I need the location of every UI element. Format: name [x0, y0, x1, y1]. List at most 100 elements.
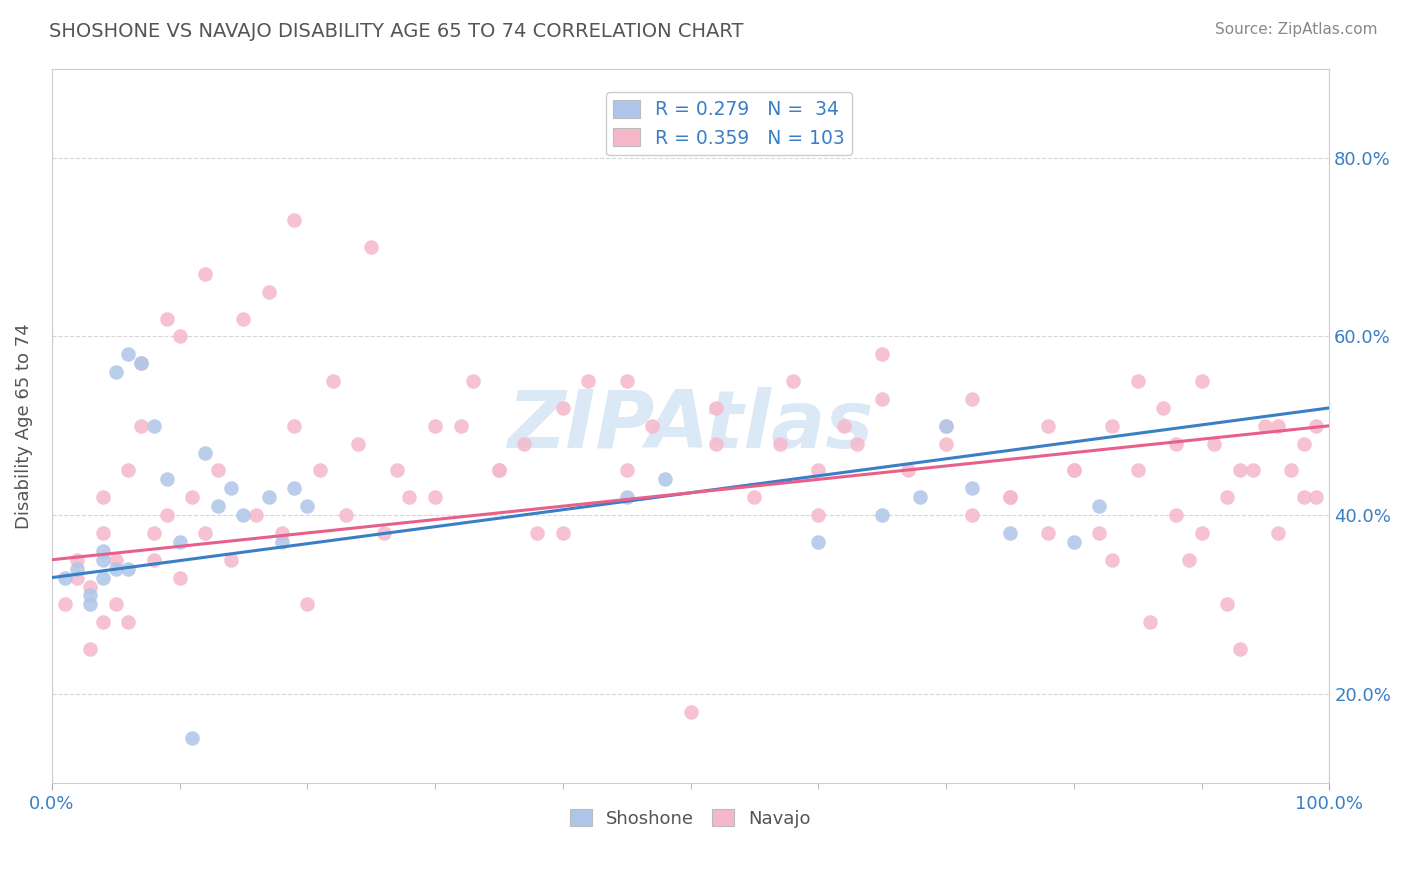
- Point: [169, 329, 191, 343]
- Point: [79, 589, 101, 603]
- Point: [79, 598, 101, 612]
- Point: [207, 463, 229, 477]
- Point: [181, 731, 204, 746]
- Point: [654, 472, 676, 486]
- Point: [845, 436, 868, 450]
- Point: [910, 490, 932, 504]
- Point: [79, 580, 101, 594]
- Point: [283, 213, 305, 227]
- Point: [782, 374, 804, 388]
- Point: [998, 490, 1021, 504]
- Point: [1216, 490, 1239, 504]
- Point: [1305, 490, 1327, 504]
- Point: [129, 418, 152, 433]
- Point: [373, 525, 395, 540]
- Point: [1279, 463, 1302, 477]
- Point: [297, 598, 319, 612]
- Point: [232, 311, 254, 326]
- Point: [870, 392, 893, 406]
- Point: [1063, 535, 1085, 549]
- Point: [526, 525, 548, 540]
- Point: [1101, 418, 1123, 433]
- Point: [870, 347, 893, 361]
- Point: [1101, 553, 1123, 567]
- Point: [998, 525, 1021, 540]
- Point: [1139, 615, 1161, 630]
- Point: [616, 374, 638, 388]
- Point: [91, 571, 114, 585]
- Point: [104, 562, 127, 576]
- Point: [935, 418, 957, 433]
- Point: [1088, 525, 1111, 540]
- Point: [463, 374, 485, 388]
- Point: [232, 508, 254, 522]
- Point: [1292, 436, 1315, 450]
- Point: [91, 615, 114, 630]
- Point: [142, 525, 165, 540]
- Point: [641, 418, 664, 433]
- Point: [744, 490, 766, 504]
- Point: [769, 436, 792, 450]
- Point: [156, 472, 179, 486]
- Point: [1229, 463, 1251, 477]
- Text: SHOSHONE VS NAVAJO DISABILITY AGE 65 TO 74 CORRELATION CHART: SHOSHONE VS NAVAJO DISABILITY AGE 65 TO …: [49, 22, 744, 41]
- Point: [1204, 436, 1226, 450]
- Point: [309, 463, 332, 477]
- Point: [960, 481, 983, 495]
- Point: [1088, 499, 1111, 513]
- Point: [576, 374, 599, 388]
- Point: [219, 481, 242, 495]
- Point: [616, 490, 638, 504]
- Point: [207, 499, 229, 513]
- Point: [513, 436, 536, 450]
- Point: [91, 544, 114, 558]
- Point: [360, 240, 382, 254]
- Point: [1126, 463, 1149, 477]
- Point: [1254, 418, 1277, 433]
- Point: [169, 535, 191, 549]
- Point: [104, 365, 127, 379]
- Point: [398, 490, 420, 504]
- Point: [960, 392, 983, 406]
- Point: [616, 463, 638, 477]
- Point: [104, 553, 127, 567]
- Point: [91, 553, 114, 567]
- Text: Source: ZipAtlas.com: Source: ZipAtlas.com: [1215, 22, 1378, 37]
- Point: [142, 418, 165, 433]
- Point: [998, 490, 1021, 504]
- Point: [488, 463, 510, 477]
- Point: [347, 436, 370, 450]
- Point: [66, 571, 89, 585]
- Y-axis label: Disability Age 65 to 74: Disability Age 65 to 74: [15, 323, 32, 529]
- Point: [1292, 490, 1315, 504]
- Point: [117, 347, 139, 361]
- Point: [194, 525, 217, 540]
- Point: [807, 508, 830, 522]
- Point: [1038, 525, 1060, 540]
- Point: [194, 445, 217, 459]
- Point: [270, 525, 292, 540]
- Point: [257, 285, 280, 299]
- Point: [169, 571, 191, 585]
- Point: [935, 436, 957, 450]
- Point: [1216, 598, 1239, 612]
- Point: [1063, 463, 1085, 477]
- Point: [450, 418, 472, 433]
- Point: [335, 508, 357, 522]
- Point: [1267, 418, 1289, 433]
- Point: [1305, 418, 1327, 433]
- Point: [53, 571, 76, 585]
- Point: [117, 562, 139, 576]
- Point: [91, 490, 114, 504]
- Point: [53, 598, 76, 612]
- Point: [129, 356, 152, 370]
- Point: [117, 615, 139, 630]
- Point: [960, 508, 983, 522]
- Point: [1241, 463, 1264, 477]
- Text: ZIPAtlas: ZIPAtlas: [508, 387, 873, 465]
- Point: [322, 374, 344, 388]
- Legend: Shoshone, Navajo: Shoshone, Navajo: [562, 802, 818, 835]
- Point: [66, 553, 89, 567]
- Point: [423, 490, 446, 504]
- Point: [283, 481, 305, 495]
